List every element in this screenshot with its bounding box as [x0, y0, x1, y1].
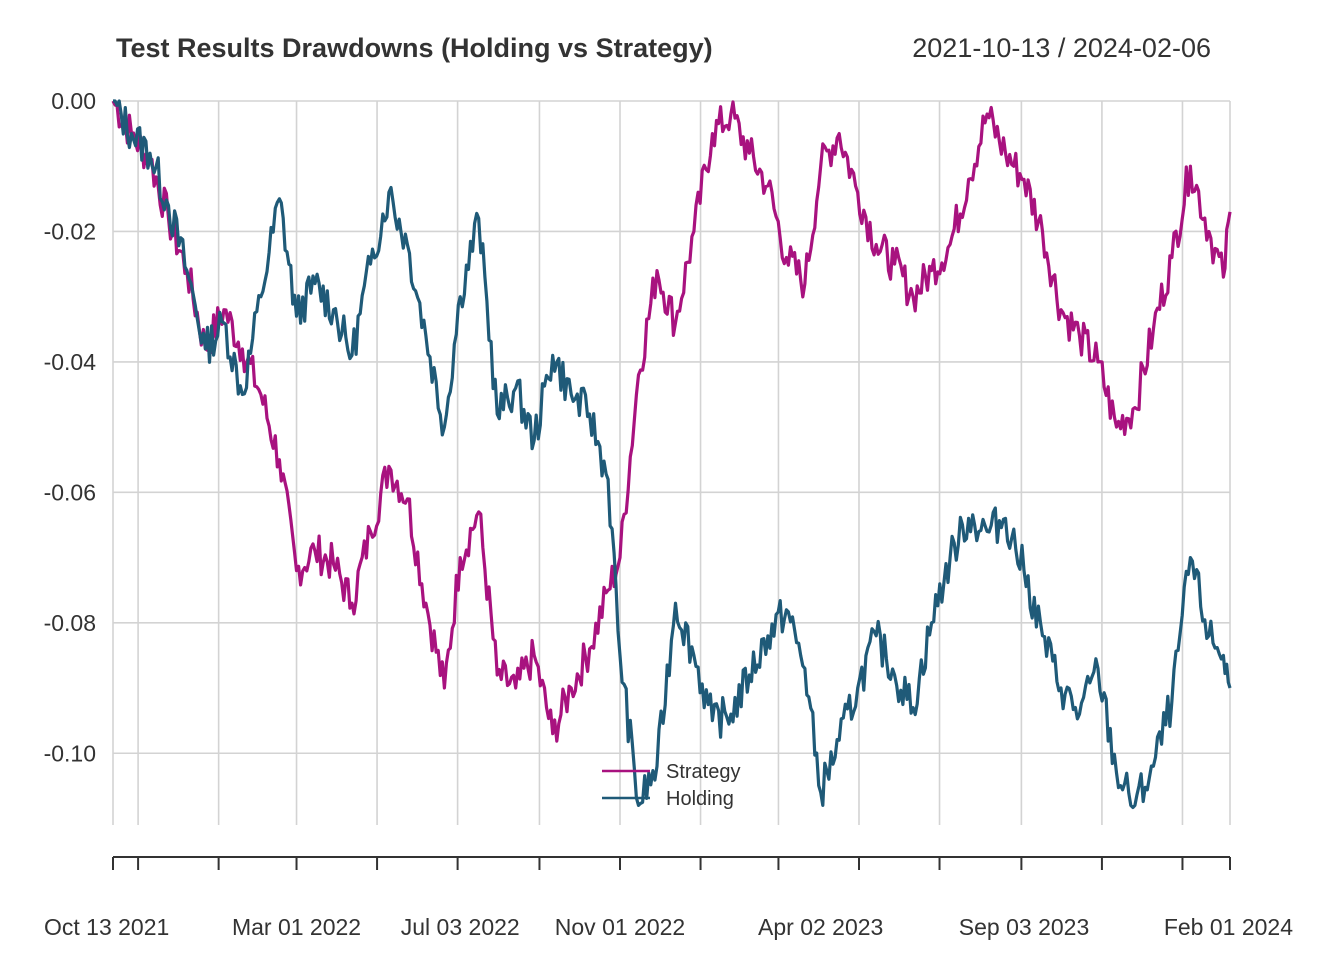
x-tick-label: Oct 13 2021: [44, 914, 169, 940]
y-gridlines: [113, 100, 1230, 755]
x-gridlines: [112, 101, 1231, 825]
y-axis-labels: 0.00 -0.02 -0.04 -0.06 -0.08 -0.10: [44, 88, 97, 766]
chart-title: Test Results Drawdowns (Holding vs Strat…: [116, 33, 713, 63]
x-tick-label: Nov 01 2022: [555, 914, 685, 940]
y-tick-label: -0.10: [44, 740, 96, 766]
x-tick-label: Mar 01 2022: [232, 914, 361, 940]
x-tick-label: Feb 01 2024: [1164, 914, 1293, 940]
legend-label-strategy: Strategy: [666, 761, 740, 783]
legend: Strategy Holding: [602, 761, 740, 810]
y-tick-label: -0.04: [44, 349, 97, 375]
y-tick-label: 0.00: [51, 88, 96, 114]
y-tick-label: -0.08: [44, 610, 96, 636]
x-tick-label: Sep 03 2023: [959, 914, 1089, 940]
x-axis: [112, 856, 1231, 870]
y-tick-label: -0.06: [44, 479, 96, 505]
y-tick-label: -0.02: [44, 218, 96, 244]
series-line-strategy: [111, 100, 1232, 743]
date-range-label: 2021-10-13 / 2024-02-06: [912, 33, 1211, 63]
series-lines: [111, 99, 1232, 810]
x-axis-labels: Oct 13 2021 Mar 01 2022 Jul 03 2022 Nov 01 …: [44, 914, 1293, 940]
series-line-holding: [113, 99, 1232, 810]
x-tick-label: Apr 02 2023: [758, 914, 883, 940]
legend-label-holding: Holding: [666, 788, 734, 810]
x-tick-label: Jul 03 2022: [401, 914, 520, 940]
